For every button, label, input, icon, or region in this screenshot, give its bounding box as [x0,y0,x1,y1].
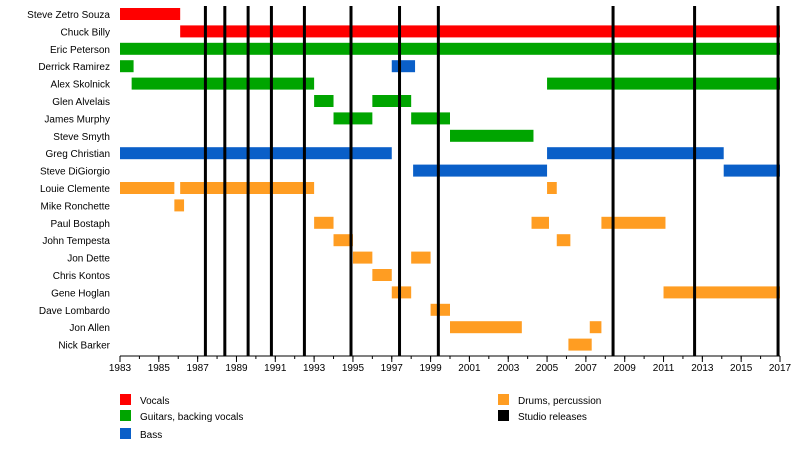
member-label: John Tempesta [42,236,110,247]
tenure-bar [601,216,666,229]
x-tick-label: 1989 [225,363,248,374]
tenure-bar [589,321,602,334]
legend-swatch [498,410,509,421]
tenure-bar [372,95,412,107]
tenure-bar [413,164,548,177]
x-tick-label: 2009 [614,363,637,374]
tenure-bar [450,129,534,142]
tenure-bar [120,8,181,20]
tenure-bar [333,112,373,125]
tenure-bar [120,182,175,194]
legend-label: Guitars, backing vocals [140,412,243,423]
tenure-bar [547,77,780,90]
tenure-bar [547,182,557,194]
x-tick-label: 1999 [419,363,442,374]
x-tick-label: 2005 [536,363,559,374]
tenure-bar [556,234,571,247]
tenure-bar [314,216,334,229]
member-label: Derrick Ramirez [38,62,110,73]
tenure-bar [131,77,315,90]
legend-swatch [498,394,509,405]
member-label: Paul Bostaph [51,219,111,230]
x-tick-label: 1997 [381,363,404,374]
member-label: Dave Lombardo [39,306,111,317]
tenure-bar [723,164,780,177]
legend-label: Vocals [140,396,169,407]
legend-swatch [120,394,131,405]
member-label: Jon Dette [67,254,110,265]
x-tick-label: 2011 [653,363,675,374]
tenure-bar [663,286,780,299]
x-tick-label: 2007 [575,363,598,374]
member-label: Steve DiGiorgio [40,167,110,178]
tenure-bar [120,147,392,160]
x-tick-label: 2001 [458,363,481,374]
tenure-bar [314,95,334,107]
member-label: Glen Alvelais [52,97,110,108]
x-tick-label: 1983 [109,363,132,374]
x-tick-label: 1991 [264,363,287,374]
member-label: Steve Smyth [53,132,110,143]
legend-label: Bass [140,430,162,441]
x-tick-label: 2013 [691,363,714,374]
member-label: Eric Peterson [50,45,110,56]
tenure-bar [391,60,416,73]
x-tick-label: 1987 [187,363,210,374]
member-label: Steve Zetro Souza [27,10,110,21]
tenure-bar [547,147,724,160]
tenure-bar [391,286,412,299]
x-tick-label: 1995 [342,363,365,374]
member-label: Greg Christian [46,149,110,160]
tenure-bar [372,269,392,281]
tenure-bar [333,234,353,247]
member-label: James Murphy [44,114,110,125]
tenure-bar [450,321,522,334]
legend-swatch [120,410,131,421]
tenure-bar [352,251,373,264]
tenure-bar [531,216,549,229]
member-label: Alex Skolnick [51,80,111,91]
tenure-bar [430,303,450,316]
member-label: Nick Barker [58,341,110,352]
legend-swatch [120,428,131,439]
x-tick-label: 1985 [148,363,171,374]
tenure-bar [411,112,450,125]
tenure-bar [120,42,780,55]
member-label: Jon Allen [69,323,110,334]
member-label: Louie Clemente [40,184,110,195]
x-tick-label: 1993 [303,363,326,374]
member-label: Chuck Billy [61,27,110,38]
member-label: Chris Kontos [53,271,110,282]
member-label: Gene Hoglan [51,288,110,299]
legend-label: Drums, percussion [518,396,601,407]
x-tick-label: 2017 [769,363,792,374]
tenure-bar [174,199,185,212]
tenure-bar [411,251,431,264]
tenure-bar [180,25,781,38]
legend-label: Studio releases [518,412,587,423]
tenure-bar [568,338,592,351]
tenure-bar [120,60,134,73]
x-tick-label: 2003 [497,363,520,374]
member-label: Mike Ronchette [41,201,111,212]
x-tick-label: 2015 [730,363,753,374]
